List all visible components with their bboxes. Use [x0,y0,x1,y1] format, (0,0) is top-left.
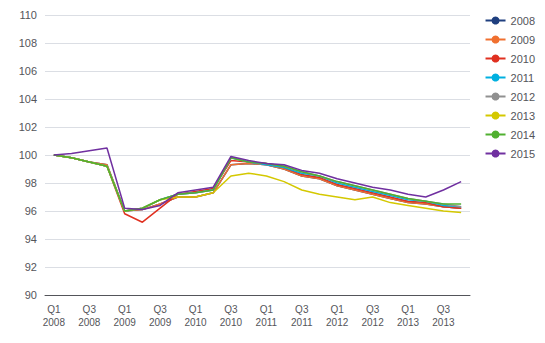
svg-text:106: 106 [19,65,37,77]
svg-text:Q1: Q1 [189,304,203,315]
svg-text:100: 100 [19,149,37,161]
svg-text:110: 110 [19,9,37,21]
svg-text:2013: 2013 [432,317,455,328]
svg-text:Q1: Q1 [47,304,61,315]
svg-text:Q1: Q1 [260,304,274,315]
svg-text:90: 90 [25,289,37,301]
svg-text:94: 94 [25,233,37,245]
svg-text:98: 98 [25,177,37,189]
svg-text:108: 108 [19,37,37,49]
svg-text:Q3: Q3 [437,304,451,315]
svg-text:Q3: Q3 [224,304,238,315]
svg-text:2012: 2012 [326,317,349,328]
svg-text:2013: 2013 [511,110,535,122]
svg-text:2010: 2010 [220,317,243,328]
svg-text:Q3: Q3 [366,304,380,315]
svg-text:102: 102 [19,121,37,133]
svg-text:Q1: Q1 [331,304,345,315]
svg-text:2009: 2009 [114,317,137,328]
svg-text:Q3: Q3 [83,304,97,315]
svg-text:2013: 2013 [397,317,420,328]
svg-text:2010: 2010 [511,53,535,65]
svg-text:Q3: Q3 [295,304,309,315]
svg-text:Q1: Q1 [401,304,415,315]
svg-text:92: 92 [25,261,37,273]
svg-text:104: 104 [19,93,37,105]
svg-text:2015: 2015 [511,148,535,160]
svg-text:2014: 2014 [511,129,535,141]
svg-text:Q1: Q1 [118,304,132,315]
svg-text:2012: 2012 [511,91,535,103]
svg-text:2008: 2008 [78,317,101,328]
svg-text:2010: 2010 [184,317,207,328]
svg-text:2011: 2011 [256,317,278,328]
svg-text:2009: 2009 [149,317,172,328]
svg-text:2011: 2011 [291,317,313,328]
svg-text:2012: 2012 [361,317,384,328]
svg-text:96: 96 [25,205,37,217]
svg-text:Q3: Q3 [153,304,167,315]
svg-text:2008: 2008 [43,317,66,328]
svg-text:2011: 2011 [511,72,535,84]
svg-text:2009: 2009 [511,34,535,46]
svg-text:2008: 2008 [511,15,535,27]
